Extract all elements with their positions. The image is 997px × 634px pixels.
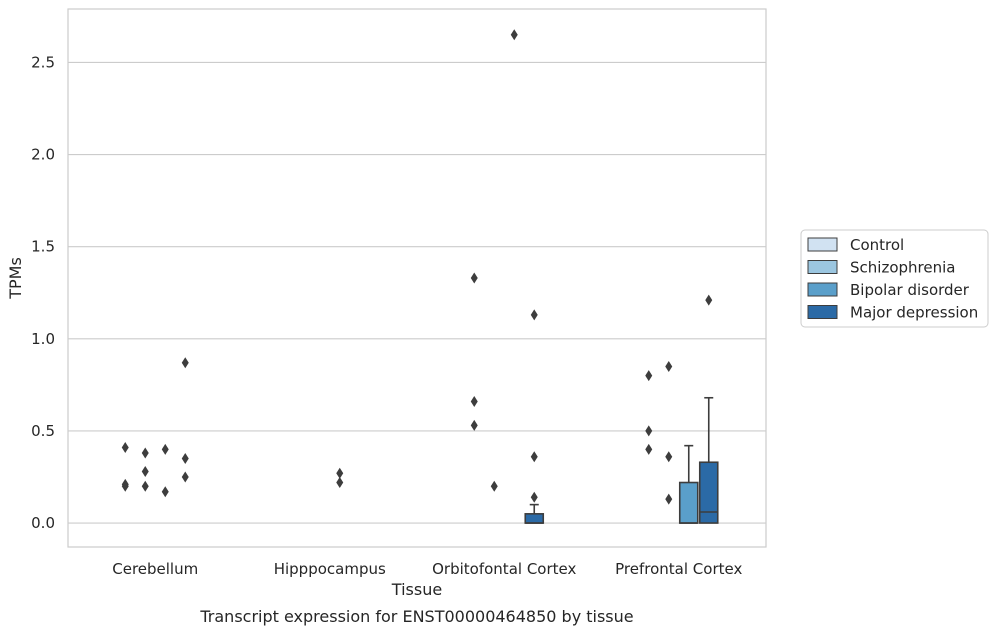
box-2-2 xyxy=(510,29,518,41)
outlier-point xyxy=(121,480,129,492)
outlier-point xyxy=(530,309,538,321)
outlier-point xyxy=(665,493,673,505)
x-tick-labels: Cerebellum Hipppocampus Orbitofontal Corte… xyxy=(112,560,742,578)
box-1-2 xyxy=(336,467,344,489)
y-tick-label: 2.5 xyxy=(31,53,55,71)
outlier-point xyxy=(705,294,713,306)
y-tick-labels: 0.0 0.5 1.0 1.5 2.0 2.5 xyxy=(31,53,55,532)
box-3-3 xyxy=(698,294,719,524)
legend-label: Schizophrenia xyxy=(850,259,955,277)
plot-frame xyxy=(67,8,767,548)
outlier-point xyxy=(141,465,149,477)
legend-items: Control Schizophrenia Bipolar disorder Majo… xyxy=(807,236,978,322)
box-0-1 xyxy=(141,447,149,492)
x-tick-label: Prefrontal Cortex xyxy=(615,560,742,578)
outlier-point xyxy=(665,451,673,463)
outlier-point xyxy=(530,451,538,463)
x-axis-title: Tissue xyxy=(391,580,442,599)
legend-label: Major depression xyxy=(850,304,978,322)
outlier-point xyxy=(510,29,518,41)
outlier-point xyxy=(530,491,538,503)
outlier-point xyxy=(470,419,478,431)
legend-swatch xyxy=(807,282,838,297)
y-tick-label: 2.0 xyxy=(31,146,55,164)
chart-caption: Transcript expression for ENST0000046485… xyxy=(199,607,633,626)
legend-swatch xyxy=(807,237,838,252)
box-3-1 xyxy=(665,360,673,505)
legend-frame xyxy=(800,229,989,328)
legend-label: Bipolar disorder xyxy=(850,281,970,299)
box-rect xyxy=(524,513,545,524)
outlier-point xyxy=(181,453,189,465)
outlier-point xyxy=(161,443,169,455)
box-3-2 xyxy=(678,444,699,524)
legend-label: Control xyxy=(850,236,904,254)
box-rect xyxy=(678,481,699,524)
outlier-point xyxy=(181,357,189,369)
plot-background xyxy=(68,9,766,547)
outlier-point xyxy=(161,486,169,498)
outlier-point xyxy=(336,477,344,489)
outlier-point xyxy=(470,395,478,407)
outlier-point xyxy=(121,442,129,454)
outlier-point xyxy=(470,272,478,284)
box-2-1 xyxy=(490,480,498,492)
box-0-2 xyxy=(161,443,169,498)
y-axis-title: TPMs xyxy=(6,257,25,300)
x-tick-label: Orbitofontal Cortex xyxy=(432,560,576,578)
outlier-point xyxy=(181,471,189,483)
legend-swatch xyxy=(807,260,838,274)
box-marks xyxy=(121,29,719,524)
y-gridlines xyxy=(68,61,766,524)
x-tick-label: Hipppocampus xyxy=(274,560,386,578)
box-0-3 xyxy=(181,357,189,483)
outlier-point xyxy=(665,360,673,372)
box-0-0 xyxy=(121,442,129,492)
y-tick-label: 1.0 xyxy=(31,330,55,348)
outlier-point xyxy=(336,467,344,479)
outlier-point xyxy=(645,370,653,382)
outlier-point xyxy=(141,480,149,492)
box-2-3 xyxy=(524,309,545,524)
legend: Control Schizophrenia Bipolar disorder Majo… xyxy=(800,229,989,328)
outlier-point xyxy=(141,447,149,459)
outlier-point xyxy=(645,443,653,455)
box-2-0 xyxy=(470,272,478,431)
box-3-0 xyxy=(645,370,653,455)
outlier-point xyxy=(645,425,653,437)
box-rect xyxy=(698,461,719,524)
x-tick-label: Cerebellum xyxy=(112,560,198,578)
legend-swatch xyxy=(807,305,838,319)
y-tick-label: 0.5 xyxy=(31,422,55,440)
y-tick-label: 1.5 xyxy=(31,238,55,256)
y-tick-label: 0.0 xyxy=(31,514,55,532)
outlier-point xyxy=(490,480,498,492)
